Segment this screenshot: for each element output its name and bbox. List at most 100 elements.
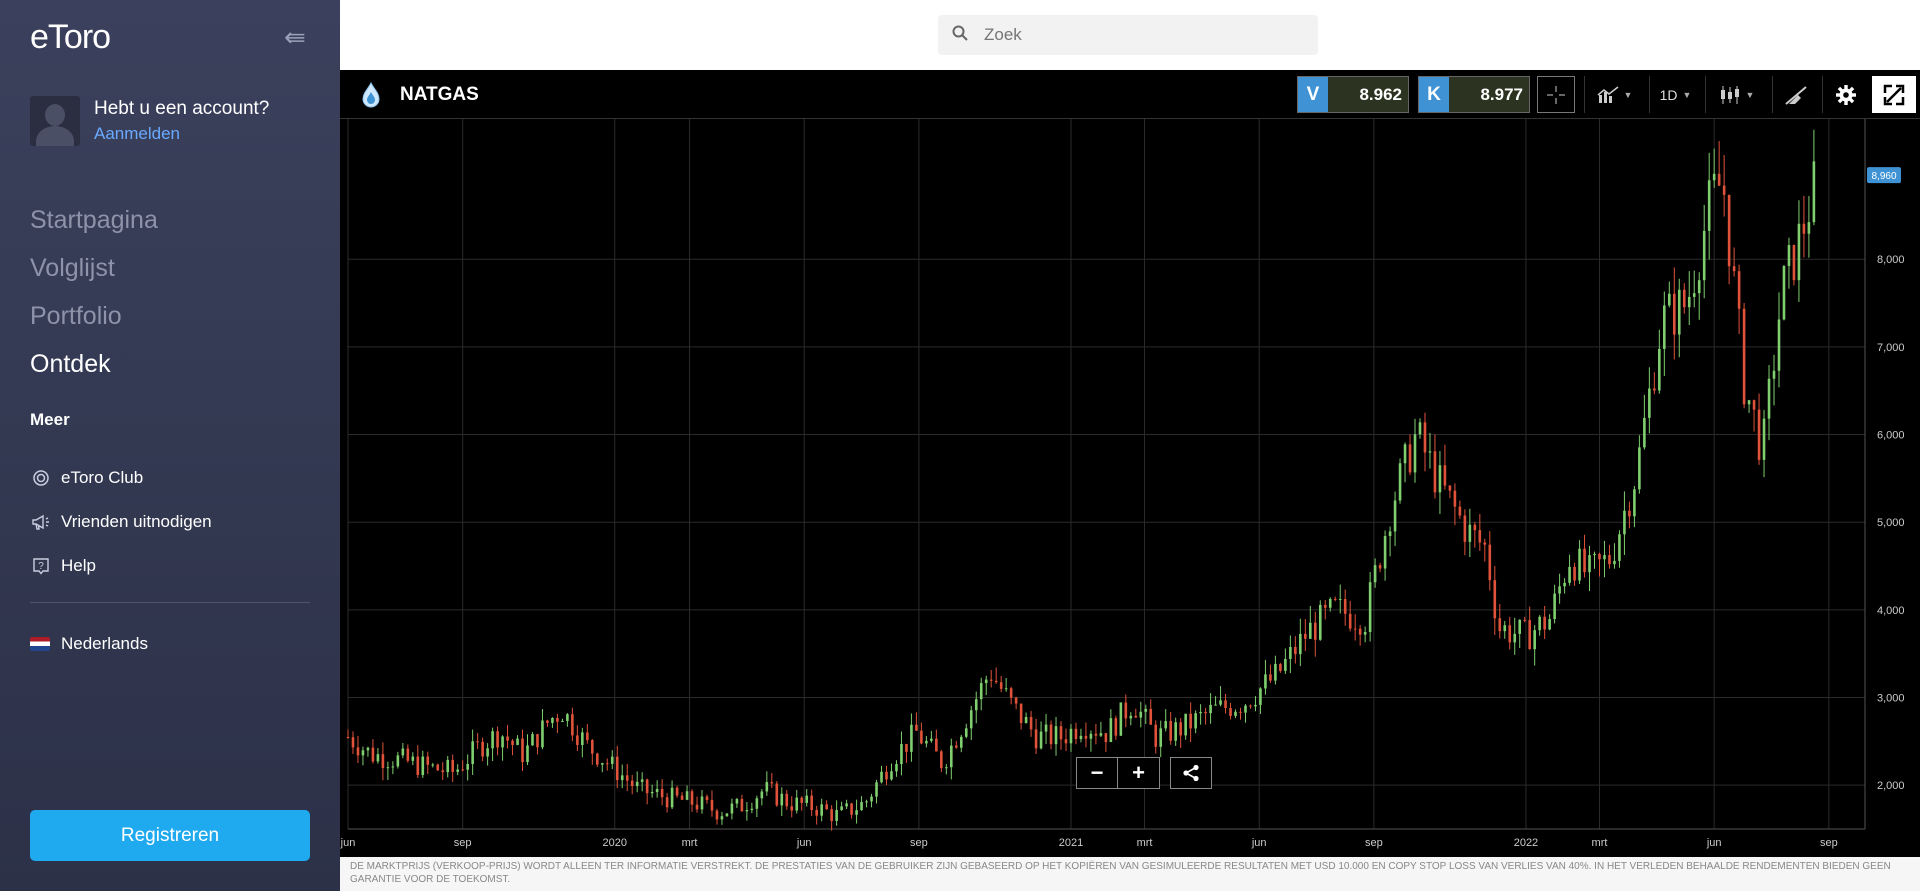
candle-body: [785, 793, 789, 807]
candle-body: [635, 781, 639, 787]
collapse-sidebar-icon[interactable]: ⇚: [284, 22, 306, 52]
account-block: Hebt u een account? Aanmelden: [30, 96, 269, 146]
candle-body: [1393, 500, 1397, 532]
candle-body: [526, 745, 529, 763]
candle-body: [1767, 378, 1771, 419]
candle-body: [855, 810, 858, 815]
candle-body: [800, 797, 804, 803]
chevron-down-icon: ▼: [1745, 89, 1755, 100]
register-button[interactable]: Registreren: [30, 810, 310, 861]
y-tick-label: 4,000: [1877, 605, 1905, 617]
drawing-tools-button[interactable]: [1772, 76, 1818, 113]
login-link[interactable]: Aanmelden: [94, 124, 181, 143]
candle-body: [516, 738, 519, 745]
candle-body: [556, 718, 559, 722]
main-nav: Startpagina Volglijst Portfolio Ontdek: [30, 196, 158, 388]
search-box[interactable]: [938, 15, 1318, 55]
nav-item-volglijst[interactable]: Volglijst: [30, 254, 115, 282]
x-tick-label: sep: [910, 837, 928, 849]
search-input[interactable]: [984, 25, 1284, 45]
sell-price-button[interactable]: V 8.962: [1297, 76, 1409, 113]
candle-body: [805, 795, 809, 803]
nav-item-ontdek[interactable]: Ontdek: [30, 350, 111, 378]
candle-body: [945, 767, 948, 769]
candle-body: [1483, 542, 1487, 545]
share-button[interactable]: [1170, 757, 1212, 789]
zoom-in-button[interactable]: +: [1118, 757, 1160, 789]
candle-body: [1164, 721, 1168, 729]
candle-body: [1697, 280, 1701, 294]
candle-body: [471, 741, 474, 765]
candle-body: [1453, 490, 1457, 507]
chart-type-dropdown[interactable]: ▼: [1705, 76, 1767, 113]
candle-body: [1094, 733, 1098, 736]
candle-body: [1234, 711, 1237, 716]
candle-body: [1648, 388, 1651, 418]
chevron-down-icon: ▼: [1682, 89, 1692, 100]
candle-body: [551, 718, 554, 723]
candlestick-icon: [1720, 85, 1739, 104]
language-selector[interactable]: Nederlands: [30, 634, 148, 654]
candle-body: [1408, 444, 1412, 473]
megaphone-icon: [30, 512, 52, 532]
candle-body: [1508, 625, 1512, 643]
candle-body: [815, 810, 818, 816]
candle-body: [825, 804, 828, 810]
candle-body: [625, 775, 629, 781]
candle-body: [436, 764, 440, 771]
more-item-help[interactable]: ? Help: [30, 544, 212, 588]
indicators-button[interactable]: ▼: [1584, 76, 1644, 113]
buy-label: K: [1419, 77, 1449, 112]
price-chart[interactable]: 8,000 7,000 6,000 5,000 4,000 3,000 2,000 jun se…: [340, 119, 1920, 857]
candle-body: [1608, 555, 1611, 565]
candle-body: [1249, 705, 1252, 707]
candle-body: [1169, 721, 1172, 741]
buy-price: 8.977: [1449, 77, 1529, 112]
candle-body: [1388, 531, 1392, 537]
candle-body: [665, 797, 669, 808]
candle-body: [1742, 308, 1746, 405]
nav-item-portfolio[interactable]: Portfolio: [30, 302, 122, 330]
candle-body: [1658, 348, 1661, 391]
candlestick-chart[interactable]: 8,000 7,000 6,000 5,000 4,000 3,000 2,000 jun se…: [340, 119, 1920, 857]
candle-body: [984, 679, 988, 684]
candle-body: [885, 771, 888, 780]
candle-body: [561, 721, 564, 723]
candle-body: [770, 782, 774, 784]
candle-body: [1578, 548, 1581, 581]
more-item-club[interactable]: eToro Club: [30, 456, 212, 500]
more-item-invite[interactable]: Vrienden uitnodigen: [30, 500, 212, 544]
candle-body: [660, 788, 664, 798]
candle-body: [630, 780, 634, 787]
timeframe-dropdown[interactable]: 1D ▼: [1649, 76, 1701, 113]
crosshair-button[interactable]: [1537, 76, 1575, 113]
candle-body: [416, 756, 420, 775]
candle-body: [1448, 485, 1452, 491]
candle-body: [810, 795, 814, 811]
candle-body: [411, 756, 415, 761]
y-tick-label: 8,000: [1877, 254, 1905, 266]
buy-price-button[interactable]: K 8.977: [1418, 76, 1530, 113]
candle-body: [974, 699, 978, 711]
etoro-logo[interactable]: eToro: [30, 18, 111, 56]
fullscreen-button[interactable]: [1872, 76, 1916, 113]
y-tick-label: 3,000: [1877, 693, 1905, 705]
sidebar: eToro ⇚ Hebt u een account? Aanmelden St…: [0, 0, 340, 891]
candle-body: [1229, 708, 1232, 716]
candle-body: [546, 720, 549, 723]
chart-settings-button[interactable]: [1822, 76, 1868, 113]
more-heading: Meer: [30, 410, 70, 429]
zoom-out-button[interactable]: −: [1076, 757, 1118, 789]
candle-body: [396, 755, 400, 767]
candle-body: [1194, 713, 1197, 729]
candle-body: [915, 724, 918, 731]
candle-body: [1304, 633, 1307, 639]
candle-body: [1613, 560, 1616, 565]
crosshair-icon: [1547, 85, 1565, 104]
nav-item-startpagina[interactable]: Startpagina: [30, 206, 158, 234]
more-item-label: eToro Club: [61, 468, 144, 487]
candle-body: [1712, 173, 1716, 181]
candle-body: [1074, 728, 1078, 740]
candle-body: [1548, 619, 1551, 630]
candle-body: [1757, 409, 1761, 460]
